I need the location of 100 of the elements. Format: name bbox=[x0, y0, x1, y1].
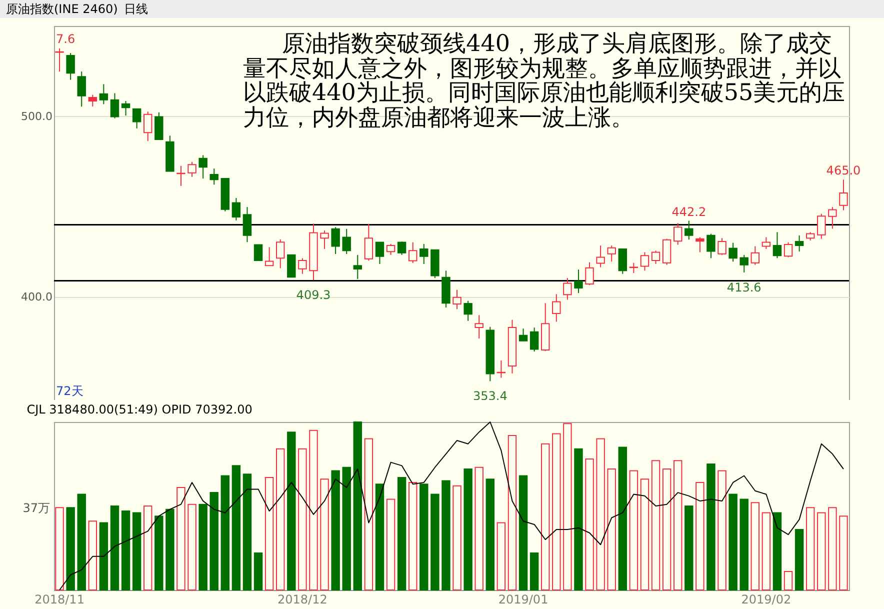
candlestick bbox=[684, 220, 694, 240]
candlestick bbox=[242, 206, 252, 243]
bar bbox=[166, 508, 174, 590]
annotation: 465.0 bbox=[826, 164, 861, 178]
candlestick bbox=[563, 278, 572, 300]
candlestick bbox=[828, 206, 837, 230]
candlestick bbox=[198, 154, 208, 179]
bar bbox=[430, 494, 440, 590]
bar bbox=[706, 464, 716, 590]
bar bbox=[420, 484, 428, 590]
bar bbox=[508, 434, 517, 590]
bar bbox=[718, 470, 726, 590]
bar bbox=[750, 502, 760, 590]
bar bbox=[784, 571, 793, 590]
bar bbox=[220, 475, 230, 590]
x-tick-label: 2018/11 bbox=[34, 592, 84, 606]
candlestick bbox=[264, 246, 274, 266]
bar bbox=[342, 466, 351, 590]
candlestick bbox=[651, 250, 660, 264]
candlestick bbox=[662, 238, 672, 266]
bar bbox=[596, 438, 605, 590]
bar bbox=[442, 480, 450, 590]
candlestick bbox=[420, 243, 428, 264]
candlestick bbox=[408, 242, 418, 264]
bar bbox=[806, 507, 815, 590]
bar bbox=[607, 468, 616, 590]
bar bbox=[254, 552, 263, 590]
candlestick bbox=[276, 238, 285, 269]
bar bbox=[673, 460, 682, 590]
bar bbox=[817, 512, 826, 590]
candlestick bbox=[552, 294, 561, 322]
bar bbox=[728, 494, 738, 590]
candlestick bbox=[718, 238, 726, 256]
x-tick-label: 2019/02 bbox=[741, 592, 792, 606]
bar bbox=[563, 423, 572, 590]
candlestick bbox=[342, 228, 351, 255]
candlestick bbox=[618, 248, 628, 274]
candlestick bbox=[817, 213, 826, 240]
bar bbox=[320, 478, 329, 590]
bar bbox=[629, 470, 638, 590]
bar bbox=[640, 478, 650, 590]
candlestick bbox=[530, 327, 539, 352]
candlestick bbox=[232, 198, 241, 221]
candlestick bbox=[574, 269, 583, 294]
chart-subtitle: 日线 bbox=[124, 2, 148, 16]
bar bbox=[353, 422, 362, 590]
bar bbox=[408, 482, 418, 590]
candlestick bbox=[154, 112, 164, 140]
candlestick bbox=[320, 230, 329, 250]
candlestick bbox=[452, 289, 462, 310]
bar bbox=[242, 474, 252, 590]
bar bbox=[298, 448, 307, 590]
candlestick bbox=[784, 242, 793, 258]
bar bbox=[364, 438, 374, 590]
candlestick bbox=[696, 236, 704, 253]
candlestick bbox=[839, 179, 848, 211]
candlestick bbox=[386, 243, 396, 256]
bar bbox=[794, 529, 804, 590]
candlestick bbox=[740, 254, 748, 273]
bar bbox=[474, 466, 484, 590]
bar bbox=[88, 520, 98, 590]
annotation: 原油指数突破颈线440，形成了头肩底图形。除了成交量不尽如人意之外，图形较为规整。多单应顺势跟进，并以以跌破440为止损。同时国际原油也能顺利突破55美元的压力位，内外盘原油都将迎来一波上涨。 bbox=[243, 31, 846, 130]
bar bbox=[232, 465, 241, 590]
bar bbox=[110, 506, 120, 590]
bar bbox=[530, 552, 539, 590]
candlestick bbox=[110, 92, 120, 119]
bar bbox=[309, 430, 318, 590]
bar bbox=[740, 498, 748, 590]
candlestick bbox=[66, 52, 75, 80]
annotation: 442.2 bbox=[672, 204, 706, 219]
bar bbox=[696, 482, 704, 590]
candlestick bbox=[210, 168, 218, 186]
candlestick bbox=[794, 234, 804, 252]
candlestick bbox=[254, 244, 263, 262]
y-tick-label: 500.0 bbox=[21, 110, 52, 123]
candlestick bbox=[77, 71, 86, 108]
chart-title: CJL 318480.00(51:49) OPID 70392.00 bbox=[26, 402, 252, 416]
y-tick-label: 400.0 bbox=[21, 290, 52, 304]
bar bbox=[99, 522, 108, 590]
bar bbox=[618, 446, 628, 590]
annotation: 409.3 bbox=[296, 288, 331, 302]
bar bbox=[188, 504, 196, 590]
bar bbox=[651, 460, 660, 590]
candlestick bbox=[629, 262, 638, 274]
text: 37万 bbox=[22, 501, 50, 515]
candlestick bbox=[298, 258, 307, 274]
bar bbox=[375, 484, 384, 590]
bar bbox=[552, 433, 561, 590]
bar bbox=[143, 506, 152, 590]
candlestick bbox=[464, 300, 472, 322]
candlestick bbox=[353, 254, 362, 280]
bar bbox=[386, 498, 396, 590]
candlestick bbox=[474, 314, 484, 340]
annotation: 413.6 bbox=[726, 280, 762, 294]
bar bbox=[154, 516, 164, 590]
candlestick bbox=[121, 100, 130, 116]
bar bbox=[210, 492, 218, 590]
candlestick bbox=[518, 328, 528, 342]
candlestick bbox=[188, 161, 196, 178]
bar bbox=[121, 510, 130, 590]
